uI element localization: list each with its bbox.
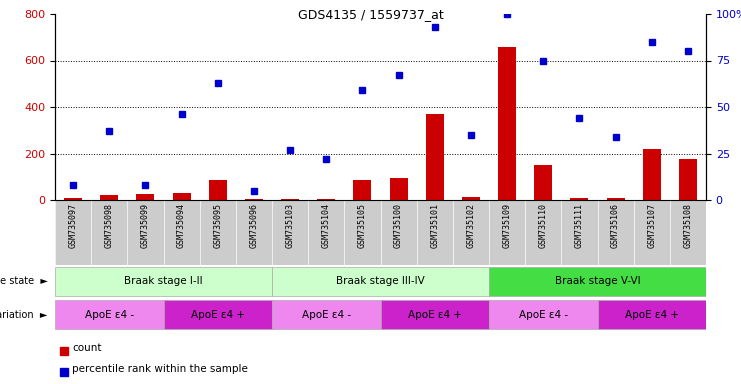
Bar — [607, 198, 625, 200]
Bar — [209, 180, 227, 200]
Bar — [173, 193, 190, 200]
Text: GSM735102: GSM735102 — [466, 203, 476, 248]
Text: GSM735103: GSM735103 — [285, 203, 295, 248]
Text: GSM735104: GSM735104 — [322, 203, 330, 248]
Bar — [64, 198, 82, 200]
Text: ApoE ε4 +: ApoE ε4 + — [625, 310, 679, 319]
Text: GSM735110: GSM735110 — [539, 203, 548, 248]
Bar — [60, 368, 68, 376]
Bar — [164, 300, 272, 329]
Bar — [55, 266, 272, 296]
Text: GSM735106: GSM735106 — [611, 203, 620, 248]
Text: GSM735094: GSM735094 — [177, 203, 186, 248]
Text: ApoE ε4 +: ApoE ε4 + — [190, 310, 245, 319]
Text: percentile rank within the sample: percentile rank within the sample — [72, 364, 248, 374]
Bar — [136, 194, 154, 200]
Text: GSM735109: GSM735109 — [502, 203, 511, 248]
Text: GSM735096: GSM735096 — [250, 203, 259, 248]
Bar — [679, 159, 697, 200]
Text: GSM735095: GSM735095 — [213, 203, 222, 248]
Text: ApoE ε4 -: ApoE ε4 - — [519, 310, 568, 319]
Text: Braak stage V-VI: Braak stage V-VI — [555, 276, 640, 286]
Text: ApoE ε4 +: ApoE ε4 + — [408, 310, 462, 319]
Bar — [462, 197, 480, 200]
Bar — [272, 266, 489, 296]
Bar — [60, 347, 68, 355]
Bar — [489, 266, 706, 296]
Bar — [281, 199, 299, 200]
Text: GSM735097: GSM735097 — [69, 203, 78, 248]
Bar — [571, 198, 588, 200]
Text: GSM735108: GSM735108 — [683, 203, 692, 248]
Text: Braak stage III-IV: Braak stage III-IV — [336, 276, 425, 286]
Text: GSM735105: GSM735105 — [358, 203, 367, 248]
Bar — [498, 46, 516, 200]
Text: GSM735098: GSM735098 — [104, 203, 114, 248]
Text: GSM735111: GSM735111 — [575, 203, 584, 248]
Bar — [597, 300, 706, 329]
Bar — [489, 300, 597, 329]
Text: ApoE ε4 -: ApoE ε4 - — [84, 310, 134, 319]
Bar — [55, 300, 164, 329]
Text: disease state  ►: disease state ► — [0, 276, 47, 286]
Text: ApoE ε4 -: ApoE ε4 - — [302, 310, 350, 319]
Bar — [245, 199, 263, 200]
Text: GSM735099: GSM735099 — [141, 203, 150, 248]
Bar — [642, 149, 661, 200]
Text: Braak stage I-II: Braak stage I-II — [124, 276, 203, 286]
Bar — [426, 114, 444, 200]
Text: GSM735107: GSM735107 — [647, 203, 657, 248]
Text: GSM735100: GSM735100 — [394, 203, 403, 248]
Bar — [353, 180, 371, 200]
Bar — [380, 300, 489, 329]
Text: GSM735101: GSM735101 — [431, 203, 439, 248]
Bar — [534, 165, 552, 200]
Text: genotype/variation  ►: genotype/variation ► — [0, 310, 47, 319]
Text: count: count — [72, 343, 102, 353]
Bar — [390, 178, 408, 200]
Text: GDS4135 / 1559737_at: GDS4135 / 1559737_at — [298, 8, 443, 21]
Bar — [272, 300, 380, 329]
Bar — [100, 195, 119, 200]
Bar — [317, 199, 335, 200]
